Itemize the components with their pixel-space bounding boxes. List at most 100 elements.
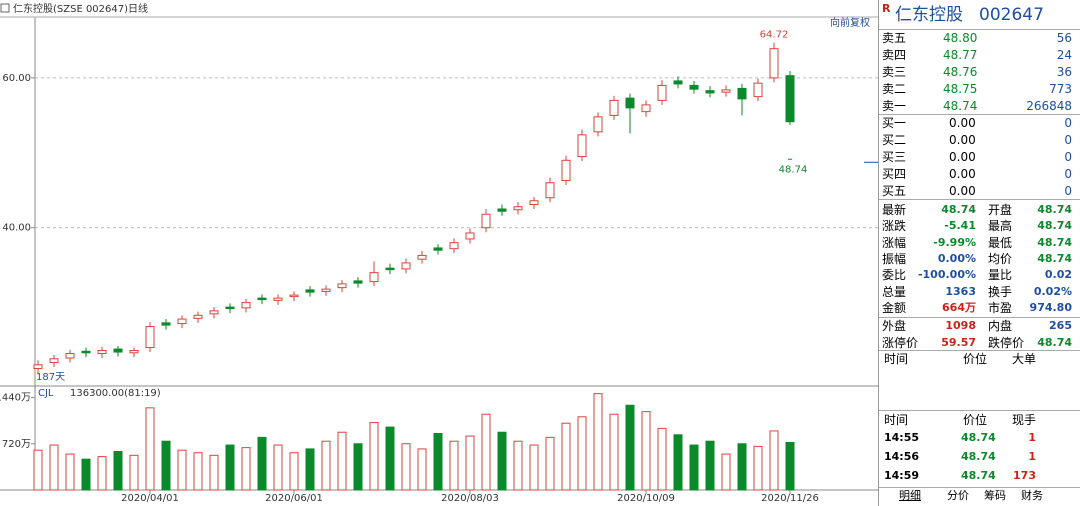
- tab[interactable]: 分价: [947, 489, 969, 502]
- stat-label: 最新: [882, 203, 907, 217]
- badge: R: [882, 2, 891, 15]
- volume-bar: [449, 440, 459, 491]
- volume-bar: [225, 444, 235, 491]
- candle-body: [657, 84, 667, 101]
- stat-label: 最高: [988, 219, 1013, 234]
- volume-bar: [241, 447, 251, 491]
- stat-value: 48.74: [1037, 203, 1072, 216]
- volume-bar: [321, 440, 331, 491]
- stat-value: -100.00%: [917, 268, 976, 282]
- candle-body: [593, 116, 603, 133]
- column-header: 价位: [963, 352, 988, 366]
- tab[interactable]: 财务: [1021, 489, 1043, 502]
- ask-volume: 56: [1056, 31, 1072, 45]
- volume-bar: [209, 454, 219, 491]
- candle-body: [241, 302, 251, 309]
- volume-bar: [689, 444, 699, 491]
- stat-label: 总量: [882, 284, 907, 299]
- y-tick-label: 720万: [2, 439, 31, 450]
- candle-body: [705, 90, 715, 94]
- column-header: 现手: [1012, 413, 1037, 427]
- column-header: 大单: [1012, 352, 1037, 366]
- candle-body: [49, 358, 59, 364]
- stat-label: 换手: [988, 284, 1013, 299]
- trade-time: 14:59: [884, 469, 920, 482]
- separator: [879, 410, 1080, 411]
- stat-label: 外盘: [882, 319, 907, 333]
- ask-price: 48.80: [943, 31, 978, 45]
- candle-body: [417, 254, 427, 260]
- column-header: 价位: [963, 413, 988, 427]
- candle-body: [769, 48, 779, 79]
- volume-bar: [145, 407, 155, 491]
- volume-bar: [369, 422, 379, 491]
- volume-bar: [753, 445, 763, 491]
- trade-volume: 173: [1013, 469, 1036, 482]
- volume-bar: [337, 431, 347, 491]
- volume-bar: [113, 450, 123, 491]
- y-tick-label: 1440万: [0, 393, 31, 404]
- last-price-label: 48.74: [779, 164, 808, 175]
- ask-volume: 36: [1056, 65, 1072, 79]
- candle-body: [321, 288, 331, 292]
- volume-bar: [81, 458, 91, 491]
- candle-body: [273, 297, 283, 301]
- ask-price: 48.76: [943, 65, 978, 79]
- stat-label: 均价: [988, 251, 1013, 266]
- stat-value: 664万: [942, 300, 976, 314]
- volume-bar: [785, 441, 795, 491]
- stat-label: 最低: [988, 235, 1013, 250]
- volume-bar: [401, 443, 411, 491]
- volume-bar: [577, 416, 587, 491]
- stock-title: 仁东控股(SZSE 002647): [13, 2, 128, 15]
- stat-value: 974.80: [1029, 300, 1072, 314]
- candle-body: [561, 159, 571, 182]
- menu-icon[interactable]: [0, 3, 10, 13]
- y-tick-label: 60.00: [2, 73, 31, 84]
- candle-body: [145, 326, 155, 349]
- stat-value: -5.41: [944, 219, 976, 233]
- tab[interactable]: 筹码: [984, 489, 1006, 502]
- indicator-reading: 136300.00(81:19): [70, 388, 161, 399]
- ask-price: 48.75: [943, 82, 978, 96]
- volume-bar: [273, 444, 283, 491]
- period[interactable]: 日线: [128, 2, 148, 15]
- bid-label: 买三: [882, 150, 907, 164]
- candle-body: [177, 318, 187, 325]
- candle-body: [353, 280, 363, 284]
- candle-body: [65, 353, 75, 359]
- separator: [879, 29, 1080, 30]
- tab[interactable]: 明细: [899, 489, 921, 502]
- candle-body: [209, 310, 219, 315]
- candle-body: [257, 297, 267, 301]
- trade-volume: 1: [1028, 431, 1036, 444]
- stat-value: -9.99%: [933, 235, 976, 249]
- candle-body: [97, 350, 107, 355]
- adjust-mode[interactable]: 向前复权: [830, 16, 870, 29]
- volume-bar: [625, 404, 635, 491]
- volume-bar: [161, 440, 171, 491]
- candle-body: [225, 306, 235, 310]
- bid-volume: 0: [1064, 133, 1072, 147]
- volume-bar: [193, 452, 203, 491]
- volume-bar: [497, 431, 507, 491]
- trade-price: 48.74: [961, 469, 996, 482]
- ask-label: 卖三: [882, 65, 907, 79]
- candle-body: [385, 267, 395, 271]
- candle-body: [689, 84, 699, 90]
- ask-price: 48.74: [943, 99, 978, 113]
- ask-volume: 773: [1049, 82, 1072, 96]
- bid-volume: 0: [1064, 150, 1072, 164]
- volume-bar: [433, 433, 443, 491]
- volume-bar: [177, 449, 187, 491]
- quote-panel: R 仁东控股 002647 卖五 48.80 56 卖四 48.77 24 卖三 48.76 36 卖二…: [878, 0, 1080, 506]
- x-tick-label: 2020/10/09: [617, 493, 675, 504]
- bid-label: 买一: [882, 116, 907, 130]
- separator: [879, 487, 1080, 488]
- volume-bar: [529, 444, 539, 491]
- trade-price: 48.74: [961, 450, 996, 463]
- indicator-name[interactable]: CJL: [38, 388, 54, 399]
- volume-bar: [545, 436, 555, 491]
- stat-value: 0.02: [1044, 268, 1072, 282]
